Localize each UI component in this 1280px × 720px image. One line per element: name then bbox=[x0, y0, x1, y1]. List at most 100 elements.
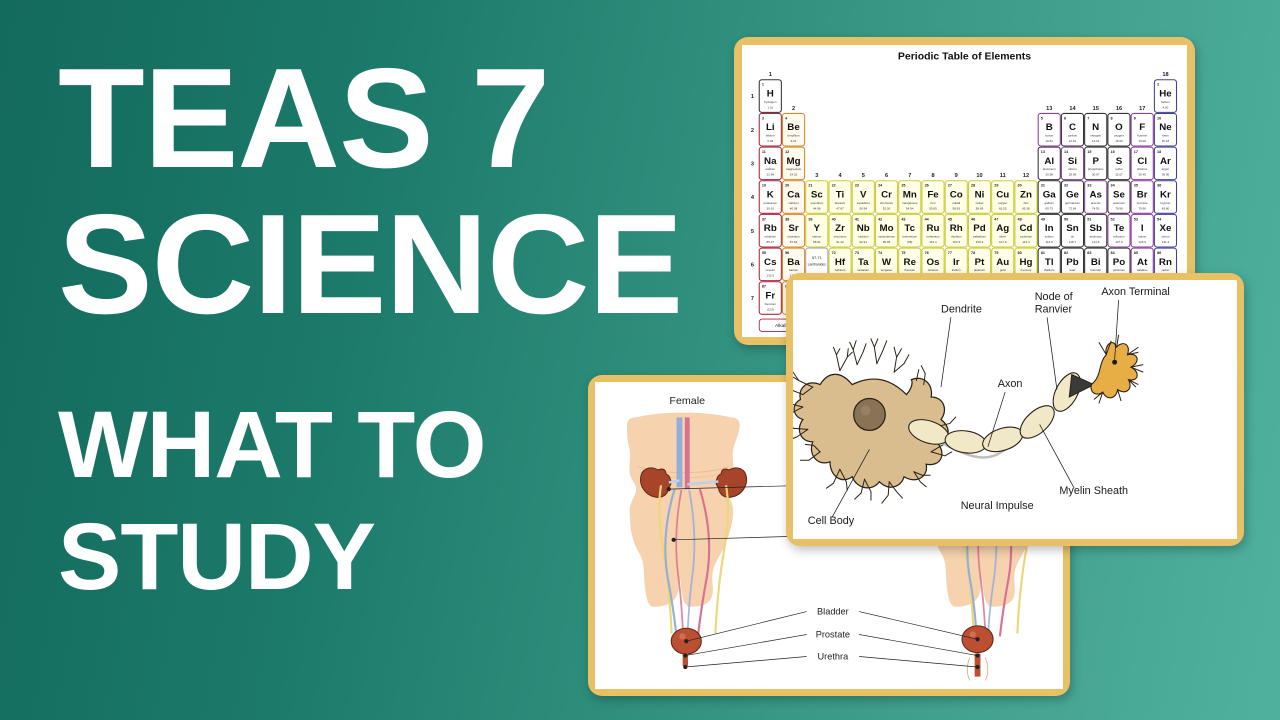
svg-text:18: 18 bbox=[1162, 72, 1168, 78]
svg-text:Tl: Tl bbox=[1045, 257, 1054, 268]
svg-text:58.69: 58.69 bbox=[976, 206, 984, 210]
svg-text:12: 12 bbox=[785, 150, 789, 154]
svg-text:Bi: Bi bbox=[1091, 257, 1101, 268]
svg-text:ruthenium: ruthenium bbox=[926, 235, 940, 239]
svg-text:10.81: 10.81 bbox=[1045, 139, 1053, 143]
svg-text:rubidium: rubidium bbox=[765, 235, 777, 239]
svg-text:xenon: xenon bbox=[1161, 235, 1170, 239]
svg-text:niobium: niobium bbox=[858, 235, 869, 239]
svg-text:114.8: 114.8 bbox=[1046, 240, 1054, 244]
svg-text:boron: boron bbox=[1045, 134, 1053, 138]
svg-text:(223): (223) bbox=[767, 307, 774, 311]
svg-text:10: 10 bbox=[976, 173, 982, 179]
svg-text:argon: argon bbox=[1162, 167, 1170, 171]
svg-text:Fe: Fe bbox=[927, 190, 939, 201]
svg-text:Pd: Pd bbox=[973, 223, 986, 234]
svg-text:1: 1 bbox=[762, 83, 764, 87]
svg-text:Dendrite: Dendrite bbox=[941, 303, 982, 315]
svg-text:106.4: 106.4 bbox=[976, 240, 984, 244]
svg-text:Ne: Ne bbox=[1159, 122, 1172, 133]
svg-text:23: 23 bbox=[855, 184, 859, 188]
svg-text:platinum: platinum bbox=[974, 268, 986, 272]
svg-text:22: 22 bbox=[832, 184, 836, 188]
svg-text:1: 1 bbox=[769, 72, 772, 78]
svg-text:thallium: thallium bbox=[1044, 268, 1055, 272]
svg-text:Te: Te bbox=[1114, 223, 1125, 234]
svg-text:cobalt: cobalt bbox=[952, 201, 960, 205]
svg-text:69.72: 69.72 bbox=[1045, 206, 1053, 210]
svg-text:16: 16 bbox=[1116, 106, 1122, 112]
svg-text:tellurium: tellurium bbox=[1113, 235, 1125, 239]
svg-text:aluminum: aluminum bbox=[1043, 167, 1057, 171]
svg-text:49: 49 bbox=[1041, 217, 1045, 221]
svg-text:nitrogen: nitrogen bbox=[1090, 134, 1101, 138]
svg-text:H: H bbox=[767, 89, 774, 100]
svg-text:78.96: 78.96 bbox=[1115, 206, 1123, 210]
svg-text:chromium: chromium bbox=[880, 201, 894, 205]
svg-text:51: 51 bbox=[1087, 217, 1091, 221]
svg-text:Sc: Sc bbox=[811, 190, 824, 201]
svg-text:52: 52 bbox=[1111, 217, 1115, 221]
svg-text:8: 8 bbox=[1111, 116, 1113, 120]
svg-text:7: 7 bbox=[908, 173, 911, 179]
svg-text:11: 11 bbox=[762, 150, 766, 154]
svg-text:13: 13 bbox=[1041, 150, 1045, 154]
svg-text:mercury: mercury bbox=[1021, 268, 1032, 272]
svg-text:S: S bbox=[1116, 156, 1123, 167]
svg-text:Zn: Zn bbox=[1020, 190, 1032, 201]
svg-text:121.8: 121.8 bbox=[1092, 240, 1100, 244]
svg-text:manganese: manganese bbox=[902, 201, 918, 205]
svg-text:hydrogen: hydrogen bbox=[764, 100, 777, 104]
svg-text:42: 42 bbox=[878, 217, 882, 221]
svg-text:Ta: Ta bbox=[858, 257, 869, 268]
svg-text:6: 6 bbox=[751, 263, 754, 269]
svg-text:Sr: Sr bbox=[788, 223, 799, 234]
svg-text:helium: helium bbox=[1161, 100, 1170, 104]
svg-text:hafnium: hafnium bbox=[835, 268, 846, 272]
svg-text:12.01: 12.01 bbox=[1069, 139, 1077, 143]
svg-text:vanadium: vanadium bbox=[857, 201, 871, 205]
svg-text:81: 81 bbox=[1041, 251, 1045, 255]
svg-text:5: 5 bbox=[862, 173, 865, 179]
svg-text:zinc: zinc bbox=[1023, 201, 1029, 205]
svg-text:3: 3 bbox=[815, 173, 818, 179]
svg-text:Co: Co bbox=[950, 190, 963, 201]
svg-text:50.94: 50.94 bbox=[860, 206, 868, 210]
svg-text:calcium: calcium bbox=[788, 201, 799, 205]
svg-text:132.9: 132.9 bbox=[767, 274, 775, 278]
svg-text:5: 5 bbox=[1041, 116, 1043, 120]
svg-text:Ir: Ir bbox=[953, 257, 960, 268]
svg-text:rhenium: rhenium bbox=[904, 268, 915, 272]
svg-text:N: N bbox=[1092, 122, 1099, 133]
svg-text:95.96: 95.96 bbox=[883, 240, 891, 244]
svg-text:As: As bbox=[1089, 190, 1101, 201]
svg-text:83.80: 83.80 bbox=[1162, 206, 1170, 210]
svg-text:silicon: silicon bbox=[1068, 167, 1077, 171]
svg-text:Ni: Ni bbox=[975, 190, 985, 201]
svg-text:37: 37 bbox=[762, 217, 766, 221]
svg-text:lithium: lithium bbox=[766, 134, 775, 138]
svg-text:silver: silver bbox=[999, 235, 1006, 239]
svg-text:82: 82 bbox=[1064, 251, 1068, 255]
svg-text:C: C bbox=[1069, 122, 1076, 133]
svg-text:In: In bbox=[1045, 223, 1054, 234]
svg-text:15: 15 bbox=[1093, 106, 1099, 112]
svg-text:oxygen: oxygen bbox=[1114, 134, 1124, 138]
svg-text:Ge: Ge bbox=[1066, 190, 1080, 201]
svg-text:Br: Br bbox=[1137, 190, 1148, 201]
svg-text:B: B bbox=[1046, 122, 1053, 133]
svg-text:47.87: 47.87 bbox=[836, 206, 844, 210]
svg-text:52.00: 52.00 bbox=[883, 206, 891, 210]
svg-text:Lanthanides: Lanthanides bbox=[808, 263, 827, 267]
svg-text:3: 3 bbox=[762, 116, 764, 120]
svg-text:Al: Al bbox=[1044, 156, 1054, 167]
svg-text:26.98: 26.98 bbox=[1045, 173, 1053, 177]
svg-text:Rn: Rn bbox=[1159, 257, 1172, 268]
svg-text:Pt: Pt bbox=[975, 257, 986, 268]
svg-text:30.97: 30.97 bbox=[1092, 173, 1100, 177]
svg-text:Prostate: Prostate bbox=[816, 629, 850, 639]
svg-text:35.45: 35.45 bbox=[1138, 173, 1146, 177]
svg-text:Se: Se bbox=[1113, 190, 1126, 201]
svg-text:32: 32 bbox=[1064, 184, 1068, 188]
svg-text:5: 5 bbox=[751, 229, 754, 235]
